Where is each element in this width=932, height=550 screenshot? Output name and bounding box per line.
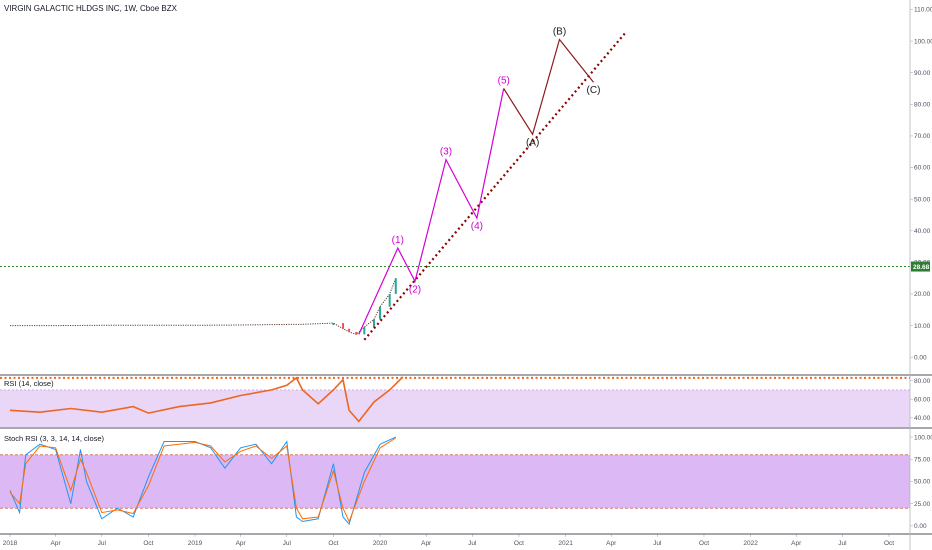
symbol-title: VIRGIN GALACTIC HLDGS INC, 1W, Cboe BZX bbox=[4, 4, 178, 13]
price-candle bbox=[363, 327, 366, 335]
rsi-band bbox=[0, 389, 910, 427]
price-pane[interactable]: 110.00 100.00 90.00 80.00 70.00 60.00 50.00 40.… bbox=[0, 7, 932, 362]
stoch-rsi-label: Stoch RSI (3, 3, 14, 14, close) bbox=[4, 434, 105, 443]
wave-label-5: (5) bbox=[498, 76, 510, 87]
wave-label-2: (2) bbox=[409, 284, 421, 295]
wave-label-3: (3) bbox=[440, 147, 452, 158]
y-tick-label: 50.00 bbox=[914, 479, 931, 486]
x-tick-label: Oct bbox=[514, 540, 524, 547]
y-tick-label: 20.00 bbox=[914, 291, 931, 298]
impulse-wave-path bbox=[358, 88, 505, 335]
x-tick-label: Jul bbox=[283, 540, 292, 547]
x-tick-label: Jul bbox=[653, 540, 662, 547]
y-tick-label: 50.00 bbox=[914, 196, 931, 203]
y-tick-label: 0.00 bbox=[914, 523, 927, 530]
y-tick-label: 40.00 bbox=[914, 415, 931, 422]
wave-label-C: (C) bbox=[587, 85, 601, 96]
x-tick-label: Jul bbox=[838, 540, 847, 547]
time-axis[interactable]: 2018 Apr Jul Oct 2019 Apr Jul Oct 2020 Apr Jul Oct 2… bbox=[3, 534, 894, 547]
price-candle bbox=[388, 293, 391, 307]
x-tick-label: Oct bbox=[884, 540, 894, 547]
y-tick-label: 0.00 bbox=[914, 354, 927, 361]
x-tick-label: 2022 bbox=[743, 540, 758, 547]
y-tick-label: 60.00 bbox=[914, 165, 931, 172]
rsi-line bbox=[9, 376, 404, 423]
rsi-label: RSI (14, close) bbox=[4, 379, 54, 388]
stoch-rsi-pane[interactable]: 100.00 75.00 50.00 25.00 0.00 bbox=[0, 434, 932, 530]
price-candle bbox=[342, 323, 345, 329]
x-tick-label: Apr bbox=[51, 540, 62, 547]
price-history-line bbox=[10, 278, 397, 335]
x-tick-label: Jul bbox=[468, 540, 477, 547]
rsi-pane[interactable]: 80.00 60.00 40.00 bbox=[0, 376, 931, 427]
price-candle bbox=[355, 331, 358, 335]
price-candle bbox=[379, 306, 382, 320]
y-tick-label: 80.00 bbox=[914, 102, 931, 109]
y-tick-label: 100.00 bbox=[914, 434, 932, 441]
stoch-band bbox=[0, 454, 910, 509]
wave-label-1: (1) bbox=[392, 235, 404, 246]
price-candle bbox=[348, 328, 351, 332]
x-tick-label: 2019 bbox=[188, 540, 203, 547]
x-tick-label: Oct bbox=[699, 540, 709, 547]
x-tick-label: Apr bbox=[791, 540, 802, 547]
y-tick-label: 25.00 bbox=[914, 501, 931, 508]
price-candle bbox=[394, 278, 397, 294]
x-tick-label: Apr bbox=[421, 540, 432, 547]
x-tick-label: Jul bbox=[98, 540, 107, 547]
corrective-wave-path bbox=[503, 38, 594, 136]
x-tick-label: Oct bbox=[143, 540, 153, 547]
x-tick-label: 2020 bbox=[373, 540, 388, 547]
y-tick-label: 70.00 bbox=[914, 133, 931, 140]
wave-label-4: (4) bbox=[471, 221, 483, 232]
x-tick-label: Oct bbox=[328, 540, 338, 547]
y-tick-label: 60.00 bbox=[914, 396, 931, 403]
price-candle bbox=[372, 319, 375, 328]
price-candle bbox=[332, 323, 335, 326]
x-tick-label: 2018 bbox=[3, 540, 18, 547]
y-tick-label: 110.00 bbox=[914, 7, 932, 14]
x-tick-label: Apr bbox=[236, 540, 247, 547]
y-tick-label: 100.00 bbox=[914, 38, 932, 45]
y-tick-label: 10.00 bbox=[914, 323, 931, 330]
wave-label-B: (B) bbox=[553, 27, 566, 38]
level-price-tag bbox=[911, 261, 930, 272]
level-price-label: 28.68 bbox=[913, 264, 930, 271]
y-tick-label: 40.00 bbox=[914, 228, 931, 235]
y-tick-label: 80.00 bbox=[914, 378, 931, 385]
stoch-D-line bbox=[9, 437, 397, 523]
x-tick-label: Apr bbox=[606, 540, 617, 547]
wave-label-A: (A) bbox=[526, 137, 539, 148]
y-tick-label: 75.00 bbox=[914, 457, 931, 464]
y-tick-label: 90.00 bbox=[914, 70, 931, 77]
x-tick-label: 2021 bbox=[558, 540, 573, 547]
